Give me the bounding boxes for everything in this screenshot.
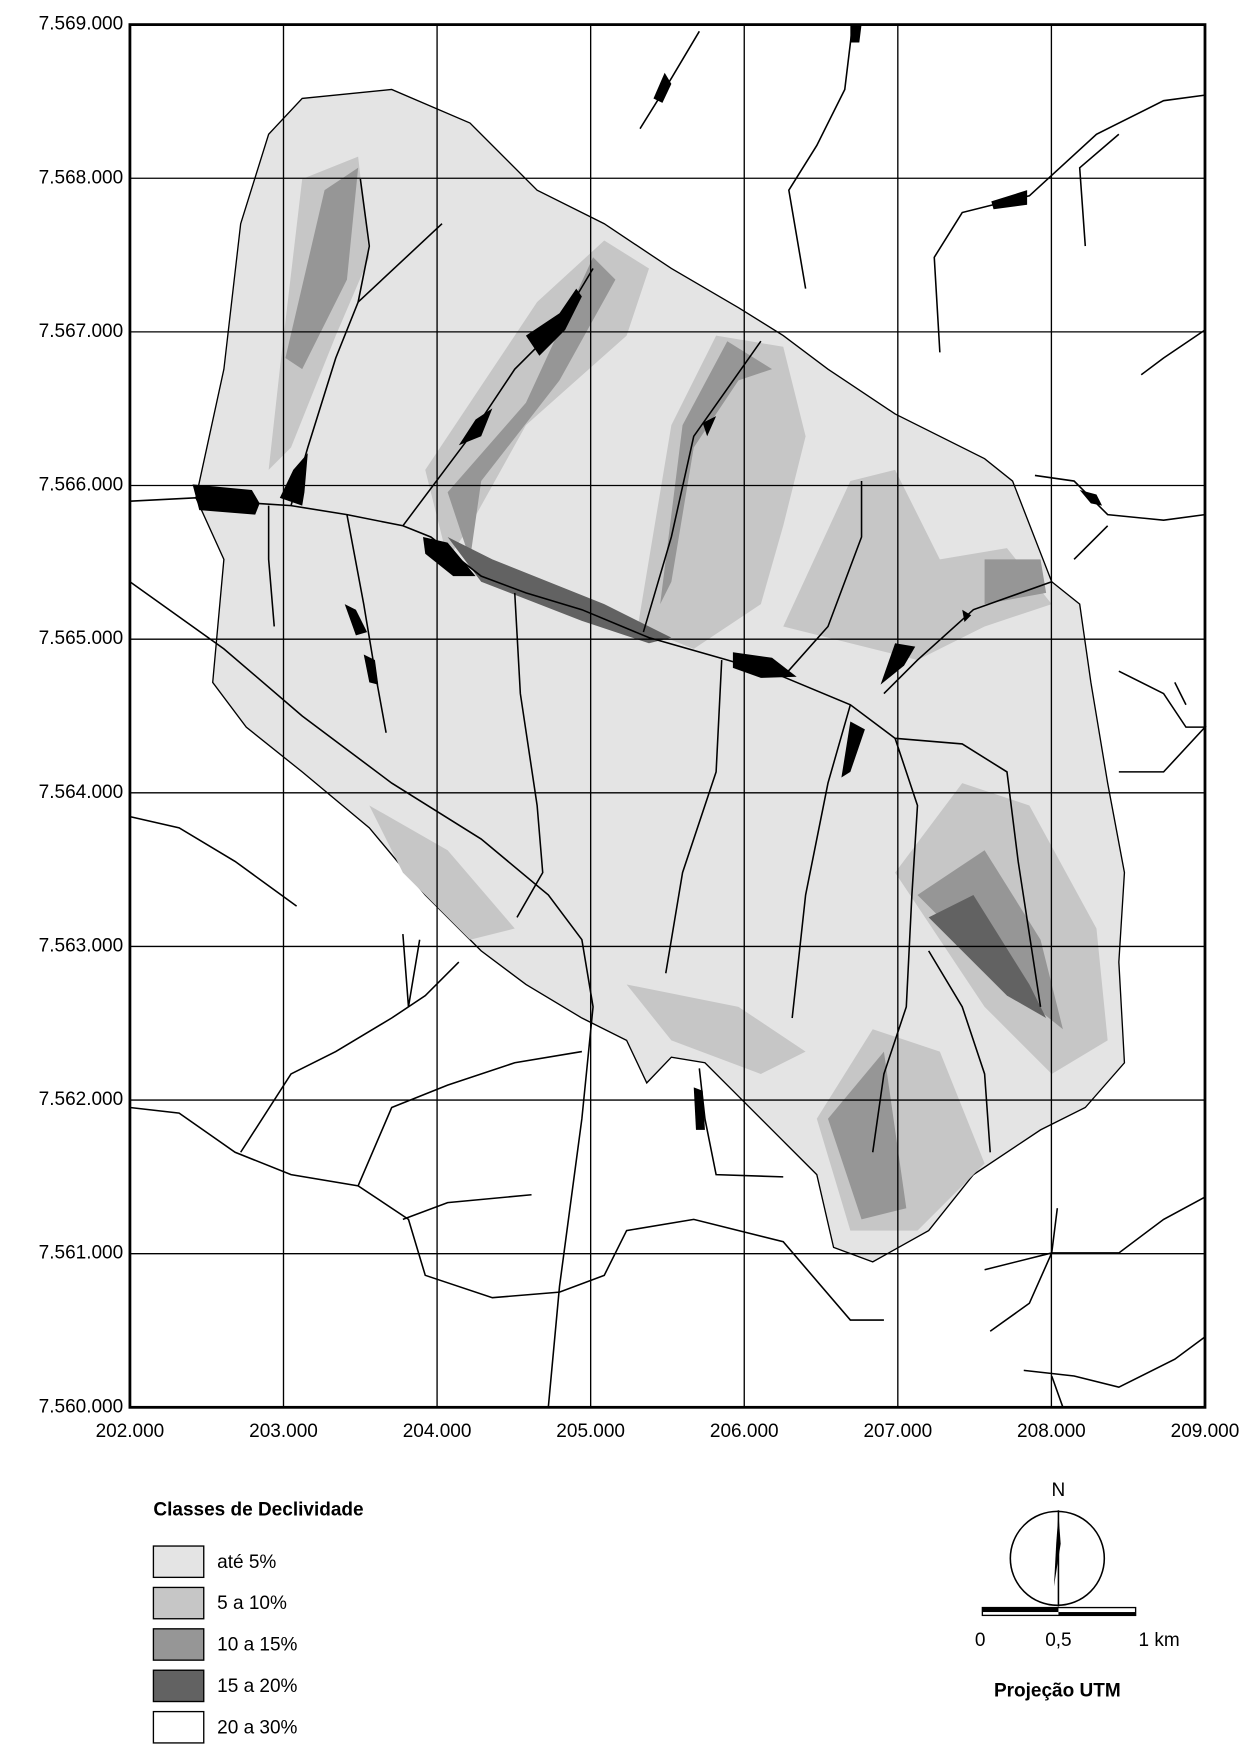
x-tick-label: 207.000: [863, 1421, 932, 1442]
legend-swatch: [153, 1670, 203, 1701]
legend-swatch: [153, 1546, 203, 1577]
scale-label: 1 km: [1139, 1630, 1180, 1651]
y-tick-label: 7.568.000: [39, 167, 124, 188]
legend-label: 5 a 10%: [217, 1593, 287, 1614]
legend-title: Classes de Declividade: [153, 1499, 363, 1520]
legend-label: até 5%: [217, 1552, 276, 1573]
legend-swatch: [153, 1587, 203, 1618]
map: Classes de Declividade até 5% 5 a 10% 10 a…: [0, 0, 1251, 1753]
legend-swatch: [153, 1712, 203, 1743]
x-tick-label: 203.000: [249, 1421, 318, 1442]
y-tick-label: 7.564.000: [39, 782, 124, 803]
x-tick-label: 205.000: [556, 1421, 625, 1442]
x-tick-label: 206.000: [710, 1421, 779, 1442]
y-tick-label: 7.562.000: [39, 1089, 124, 1110]
north-label: N: [1052, 1480, 1066, 1501]
y-tick-label: 7.561.000: [39, 1243, 124, 1264]
y-tick-label: 7.569.000: [39, 14, 124, 35]
x-tick-label: 204.000: [403, 1421, 472, 1442]
map-frame-content: [130, 25, 1205, 1408]
y-tick-label: 7.567.000: [39, 321, 124, 342]
y-tick-label: 7.560.000: [39, 1396, 124, 1417]
legend: até 5% 5 a 10% 10 a 15% 15 a 20% 20 a 30%: [153, 1546, 297, 1743]
legend-label: 20 a 30%: [217, 1717, 297, 1738]
x-tick-label: 209.000: [1171, 1421, 1240, 1442]
north-arrow: [1010, 1510, 1104, 1606]
y-tick-label: 7.566.000: [39, 475, 124, 496]
x-tick-label: 208.000: [1017, 1421, 1086, 1442]
x-tick-label: 202.000: [96, 1421, 165, 1442]
legend-label: 10 a 15%: [217, 1635, 297, 1656]
legend-label: 15 a 20%: [217, 1676, 297, 1697]
scale-label: 0,5: [1045, 1630, 1071, 1651]
scale-label: 0: [975, 1630, 986, 1651]
y-tick-label: 7.563.000: [39, 935, 124, 956]
legend-swatch: [153, 1629, 203, 1660]
projection: Projeção UTM: [994, 1680, 1121, 1701]
scale-bar: [982, 1608, 1135, 1616]
y-tick-label: 7.565.000: [39, 628, 124, 649]
